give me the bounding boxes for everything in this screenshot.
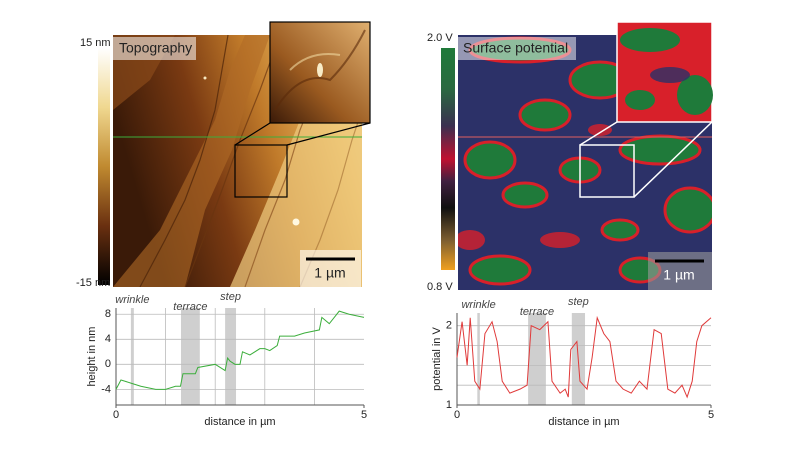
annotation: step [220,291,241,303]
x-tick-label: 5 [708,409,714,421]
x-axis-title: distance in µm [548,416,619,428]
highlight-band [130,308,134,405]
highlight-band [528,313,546,405]
colorbar-max: 15 nm [80,37,111,49]
zoom-box [234,144,288,198]
potential-panel: 2.0 V 0.8 V [427,21,713,293]
colorbar-min: -15 nm [76,277,110,289]
colorbar [98,48,110,285]
scale-bar-label: 1 µm [663,267,694,283]
y-tick-label: -4 [101,383,111,395]
topography-inset [269,21,371,124]
data-line [115,310,365,390]
panel-title: Topography [119,40,192,56]
panel-title: Surface potential [463,40,568,56]
zoom-box [579,144,635,198]
x-tick-label: 0 [454,409,460,421]
highlight-band [180,308,200,405]
y-axis-title: height in nm [86,327,98,387]
annotation: step [568,296,589,308]
y-tick-label: 4 [105,333,111,345]
y-tick-label: 2 [446,320,452,332]
colorbar [441,48,455,270]
y-axis-title: potential in V [431,327,443,391]
colorbar-min: 0.8 V [427,281,453,293]
highlight-band [225,308,237,405]
x-tick-label: 0 [113,409,119,421]
topography-panel: 15 nm -15 nm Topography 1 µm [76,21,371,289]
x-axis-title: distance in µm [204,416,275,428]
annotation: wrinkle [115,294,149,306]
scale-bar-label: 1 µm [314,265,345,281]
y-tick-label: 0 [105,358,111,370]
annotation: terrace [520,306,554,318]
colorbar-max: 2.0 V [427,32,453,44]
annotation: wrinkle [461,299,495,311]
annotation: terrace [173,301,207,313]
y-tick-label: 1 [446,399,452,411]
y-tick-label: 8 [105,308,111,320]
data-line [456,315,712,399]
highlight-band [477,313,480,405]
x-tick-label: 5 [361,409,367,421]
potential-inset [616,21,713,123]
